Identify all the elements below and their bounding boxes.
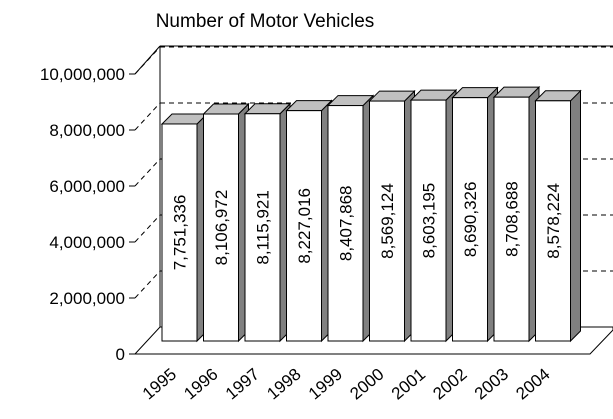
- value-label: 8,227,016: [295, 188, 314, 264]
- y-tick-label: 6,000,000: [49, 177, 125, 196]
- grid-line: [134, 46, 161, 75]
- value-label: 8,569,124: [378, 183, 397, 259]
- value-label: 7,751,336: [171, 195, 190, 271]
- x-tick-label: 1997: [222, 365, 263, 404]
- x-tick-label: 2000: [346, 365, 387, 404]
- y-tick-label: 10,000,000: [40, 65, 125, 84]
- value-label: 8,603,195: [420, 183, 439, 259]
- bar: [203, 113, 239, 342]
- value-label: 8,708,688: [503, 181, 522, 257]
- x-tick-label: 2004: [512, 365, 553, 404]
- x-tick-label: 1999: [305, 365, 346, 404]
- value-label: 8,407,868: [337, 185, 356, 261]
- bar: [286, 110, 322, 342]
- value-label: 8,115,921: [254, 190, 273, 264]
- bar: [410, 99, 447, 342]
- chart-title: Number of Motor Vehicles: [156, 11, 375, 32]
- y-tick-label: 2,000,000: [49, 289, 125, 308]
- bar: [161, 123, 198, 342]
- bar: [244, 113, 281, 342]
- y-tick-label: 4,000,000: [49, 233, 125, 252]
- bar: [369, 100, 405, 342]
- grid-line: [134, 270, 161, 299]
- value-label: 8,106,972: [212, 190, 231, 266]
- grid-line: [134, 102, 161, 131]
- x-tick-label: 2003: [471, 365, 512, 404]
- grid-line: [134, 158, 161, 187]
- value-label: 8,578,224: [544, 183, 563, 259]
- bar: [535, 100, 571, 342]
- value-label: 8,690,326: [461, 182, 480, 258]
- bar: [493, 96, 530, 342]
- bar: [327, 105, 364, 342]
- bar-side: [570, 89, 581, 343]
- grid-line: [134, 214, 161, 243]
- x-tick-label: 1995: [139, 365, 180, 404]
- x-tick-label: 1996: [180, 365, 221, 404]
- bar: [452, 97, 488, 342]
- x-tick-label: 1998: [263, 365, 304, 404]
- y-tick-label: 0: [116, 345, 125, 364]
- x-tick-label: 2001: [388, 365, 429, 404]
- y-tick-label: 8,000,000: [49, 121, 125, 140]
- x-tick-label: 2002: [429, 365, 470, 404]
